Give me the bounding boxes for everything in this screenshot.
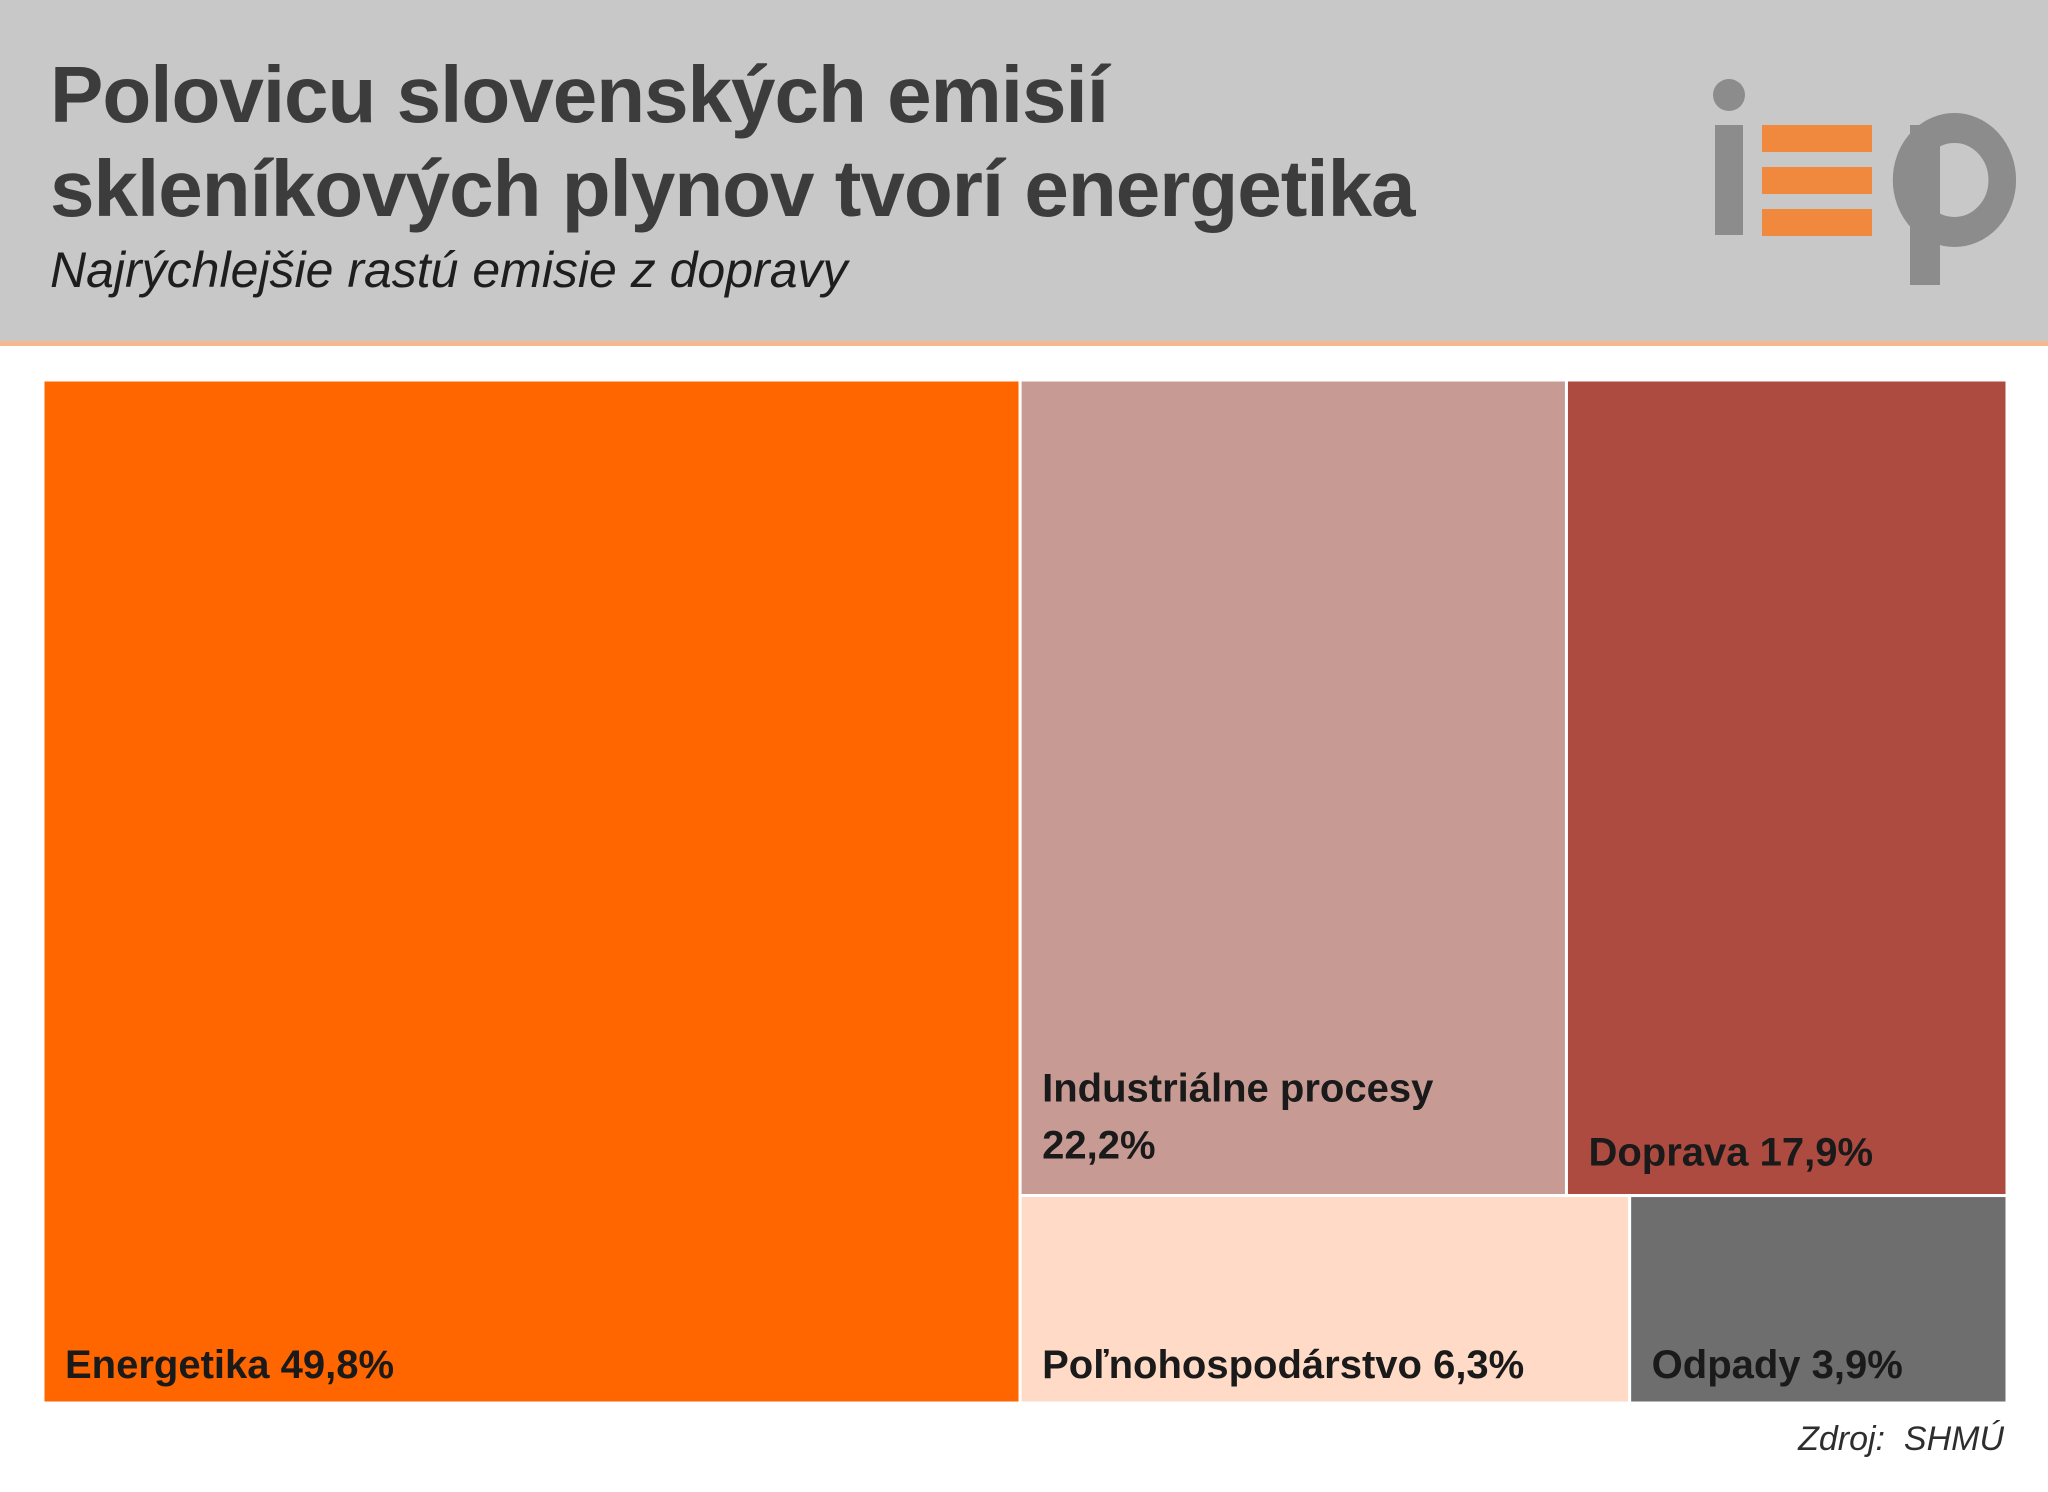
tile-label-polnohospodarstvo: Poľnohospodárstvo 6,3% [1042,1343,1524,1387]
chart-title: Polovicu slovenských emisií skleníkových… [50,50,1416,233]
tile-rect-doprava [1564,378,2009,1198]
tile-rect-energetika [41,378,1022,1405]
iep-logo: iep [1713,79,2017,285]
tile-label-doprava: Doprava 17,9% [1588,1131,1873,1175]
source-value: SHMÚ [1903,1420,2004,1458]
source-label: Zdroj: [1798,1420,1885,1458]
treemap-tile-odpady: Odpady 3,9% [1628,1194,2009,1405]
treemap-tile-doprava: Doprava 17,9% [1564,378,2009,1198]
treemap-tile-industrialne-procesy: Industriálne procesy 22,2% [1018,378,1568,1198]
tile-label-energetika: Energetika 49,8% [65,1343,394,1387]
chart-subtitle: Najrýchlejšie rastú emisie z dopravy [50,242,848,298]
source-note: Zdroj: SHMÚ [1798,1420,2004,1459]
tile-rect-odpady [1628,1194,2009,1405]
tile-label-industrialne-procesy: Industriálne procesy 22,2% [1042,1067,1434,1168]
treemap-tile-polnohospodarstvo: Poľnohospodárstvo 6,3% [1018,1194,1632,1405]
header-banner: Polovicu slovenských emisií skleníkových… [0,0,2048,346]
tile-rect-polnohospodarstvo [1018,1194,1632,1405]
treemap-tile-energetika: Energetika 49,8% [41,378,1022,1405]
tile-label-odpady: Odpady 3,9% [1652,1343,1903,1387]
